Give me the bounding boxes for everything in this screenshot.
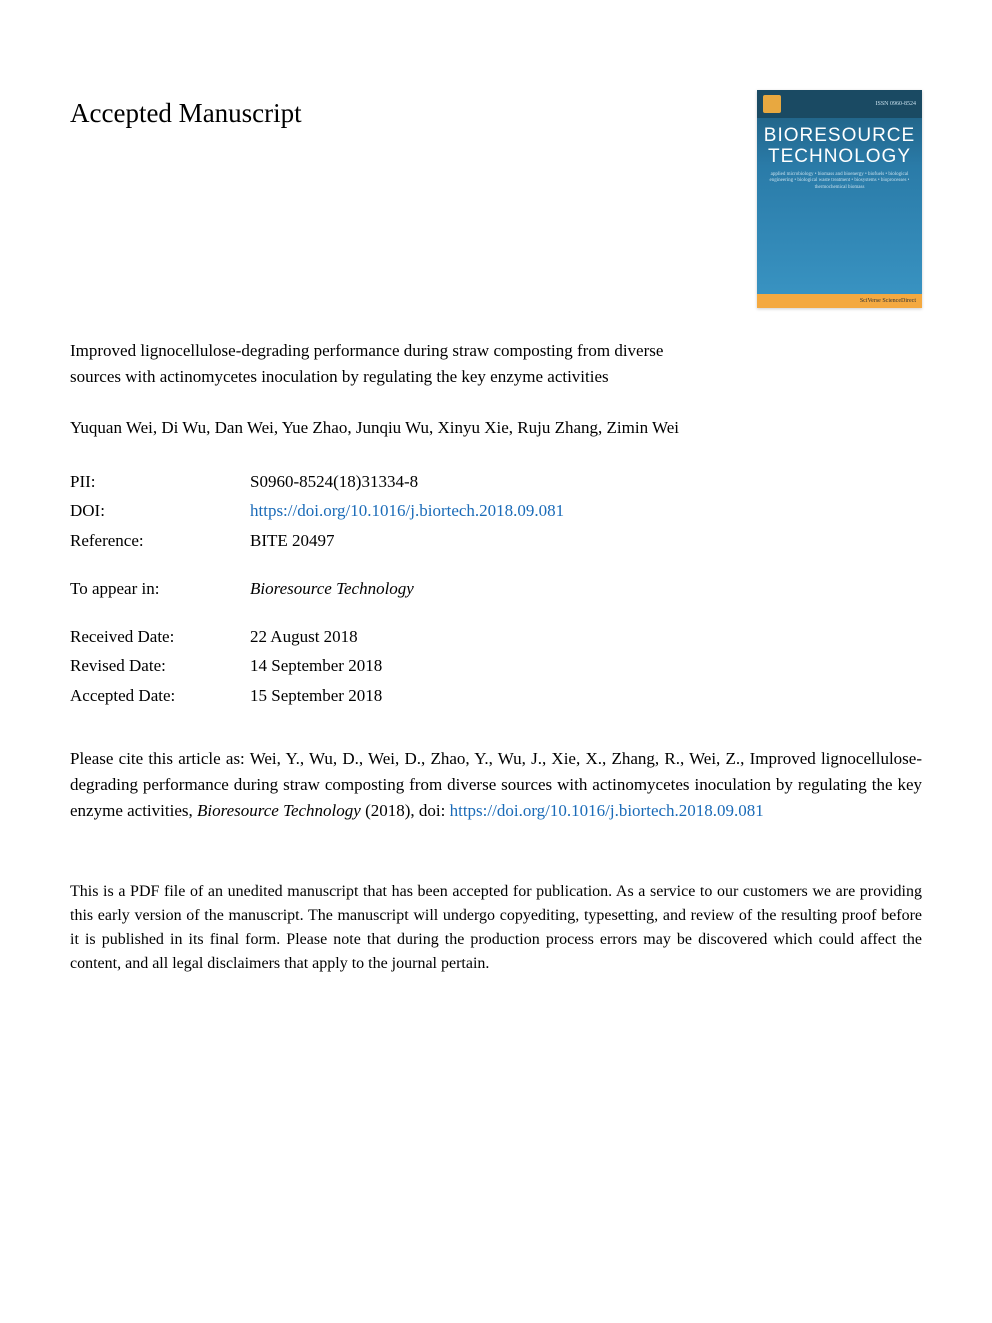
cover-header: ISSN 0960-8524	[757, 90, 922, 118]
disclaimer-text: This is a PDF file of an unedited manusc…	[70, 880, 922, 976]
citation-year-doi: (2018), doi:	[361, 801, 450, 820]
citation-text: Please cite this article as: Wei, Y., Wu…	[70, 746, 922, 825]
meta-row-doi: DOI: https://doi.org/10.1016/j.biortech.…	[70, 496, 922, 526]
meta-value-received: 22 August 2018	[250, 622, 922, 652]
meta-value-reference: BITE 20497	[250, 526, 922, 556]
metadata-block-appear: To appear in: Bioresource Technology	[70, 574, 922, 604]
metadata-block-ids: PII: S0960-8524(18)31334-8 DOI: https://…	[70, 467, 922, 556]
article-title: Improved lignocellulose-degrading perfor…	[70, 338, 670, 389]
doi-link[interactable]: https://doi.org/10.1016/j.biortech.2018.…	[250, 501, 564, 520]
meta-row-revised: Revised Date: 14 September 2018	[70, 651, 922, 681]
cover-sciencedirect-label: SciVerse ScienceDirect	[860, 298, 916, 304]
meta-row-accepted: Accepted Date: 15 September 2018	[70, 681, 922, 711]
meta-label-reference: Reference:	[70, 526, 250, 556]
cover-title: BIORESOURCE TECHNOLOGY	[757, 118, 922, 172]
meta-value-accepted: 15 September 2018	[250, 681, 922, 711]
meta-value-pii: S0960-8524(18)31334-8	[250, 467, 922, 497]
cover-subtitle: applied microbiology • biomass and bioen…	[757, 172, 922, 192]
meta-label-received: Received Date:	[70, 622, 250, 652]
page-heading: Accepted Manuscript	[70, 98, 302, 129]
meta-value-doi: https://doi.org/10.1016/j.biortech.2018.…	[250, 496, 922, 526]
elsevier-logo-icon	[763, 95, 781, 113]
meta-value-appear: Bioresource Technology	[250, 574, 922, 604]
meta-label-revised: Revised Date:	[70, 651, 250, 681]
meta-label-accepted: Accepted Date:	[70, 681, 250, 711]
meta-row-pii: PII: S0960-8524(18)31334-8	[70, 467, 922, 497]
meta-label-appear: To appear in:	[70, 574, 250, 604]
meta-row-appear: To appear in: Bioresource Technology	[70, 574, 922, 604]
citation-doi-link[interactable]: https://doi.org/10.1016/j.biortech.2018.…	[450, 801, 764, 820]
meta-value-revised: 14 September 2018	[250, 651, 922, 681]
meta-row-reference: Reference: BITE 20497	[70, 526, 922, 556]
meta-row-received: Received Date: 22 August 2018	[70, 622, 922, 652]
cover-title-line2: TECHNOLOGY	[768, 146, 911, 167]
cover-title-line1: BIORESOURCE	[764, 125, 915, 146]
citation-journal: Bioresource Technology	[197, 801, 361, 820]
authors: Yuquan Wei, Di Wu, Dan Wei, Yue Zhao, Ju…	[70, 415, 690, 441]
cover-footer: SciVerse ScienceDirect	[757, 294, 922, 308]
cover-issn: ISSN 0960-8524	[875, 101, 916, 107]
metadata-block-dates: Received Date: 22 August 2018 Revised Da…	[70, 622, 922, 711]
meta-label-pii: PII:	[70, 467, 250, 497]
meta-label-doi: DOI:	[70, 496, 250, 526]
journal-cover-thumbnail: ISSN 0960-8524 BIORESOURCE TECHNOLOGY ap…	[757, 90, 922, 308]
